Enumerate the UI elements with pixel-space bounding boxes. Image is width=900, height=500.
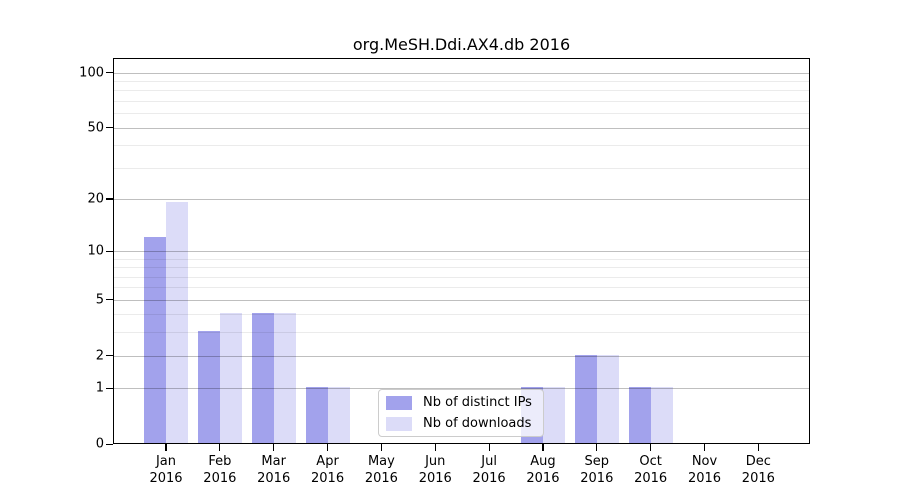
x-tick-label: Jun 2016	[418, 453, 452, 487]
x-tick-mark	[596, 444, 598, 451]
minor-gridline	[114, 113, 809, 115]
bar	[650, 387, 673, 443]
x-tick-mark	[488, 444, 490, 451]
x-tick-label: Nov 2016	[687, 453, 722, 487]
x-tick-label: Sep 2016	[580, 453, 614, 487]
major-gridline	[114, 299, 809, 301]
y-tick-label: 2	[95, 348, 104, 364]
y-tick-label: 20	[87, 191, 104, 207]
legend-swatch-downloads-icon	[386, 416, 412, 431]
bar	[305, 387, 328, 443]
x-tick-mark	[650, 444, 652, 451]
bar	[628, 387, 651, 443]
y-tick-mark	[106, 250, 113, 252]
major-gridline	[114, 198, 809, 200]
bar	[542, 387, 565, 443]
y-tick-label: 10	[87, 243, 104, 259]
minor-gridline	[114, 276, 809, 278]
bar	[144, 236, 166, 443]
legend-label-distinct-ips: Nb of distinct IPs	[423, 395, 532, 410]
x-tick-mark	[434, 444, 436, 451]
minor-gridline	[114, 314, 809, 316]
x-tick-label: Apr 2016	[311, 453, 345, 487]
y-tick-mark	[106, 198, 113, 200]
minor-gridline	[114, 100, 809, 102]
plot-area: Nb of distinct IPs Nb of downloads	[113, 58, 810, 444]
minor-gridline	[114, 267, 809, 269]
x-tick-label: Oct 2016	[634, 453, 668, 487]
x-tick-label: Jan 2016	[149, 453, 183, 487]
minor-gridline	[114, 145, 809, 147]
y-tick-mark	[106, 387, 113, 389]
legend-swatch-distinct-ips-icon	[386, 395, 412, 410]
y-tick-mark	[106, 72, 113, 74]
bar	[219, 313, 242, 443]
y-tick-mark	[106, 299, 113, 301]
x-tick-mark	[219, 444, 221, 451]
bar	[596, 354, 619, 443]
bar	[197, 331, 220, 443]
bar	[273, 313, 296, 443]
y-tick-label: 0	[95, 436, 104, 452]
minor-gridline	[114, 287, 809, 289]
x-tick-label: Jul 2016	[472, 453, 506, 487]
x-tick-mark	[165, 444, 167, 451]
major-gridline	[114, 251, 809, 252]
y-tick-mark	[106, 443, 113, 445]
x-tick-mark	[326, 444, 329, 451]
major-gridline	[114, 72, 809, 74]
y-tick-label: 1	[95, 380, 104, 396]
y-tick-label: 5	[95, 292, 104, 308]
legend-item-downloads: Nb of downloads	[386, 416, 535, 431]
bar	[574, 354, 597, 443]
legend-item-distinct-ips: Nb of distinct IPs	[386, 395, 535, 410]
x-tick-mark	[703, 444, 706, 451]
y-tick-label: 50	[87, 120, 104, 136]
legend: Nb of distinct IPs Nb of downloads	[378, 389, 544, 437]
x-tick-label: Aug 2016	[526, 453, 560, 487]
x-tick-mark	[380, 444, 382, 451]
x-tick-mark	[542, 444, 544, 451]
minor-gridline	[114, 258, 809, 260]
y-tick-mark	[106, 127, 113, 129]
bar	[327, 387, 350, 443]
bar	[166, 201, 188, 443]
legend-label-downloads: Nb of downloads	[423, 416, 532, 431]
x-tick-label: Mar 2016	[257, 453, 291, 487]
y-tick-mark	[106, 355, 113, 357]
x-tick-mark	[273, 444, 275, 451]
x-tick-label: Dec 2016	[741, 453, 775, 487]
major-gridline	[114, 127, 809, 129]
chart-title: org.MeSH.Ddi.AX4.db 2016	[352, 35, 571, 54]
y-tick-label: 100	[79, 65, 104, 81]
x-tick-label: Feb 2016	[203, 453, 237, 487]
bar	[251, 313, 274, 443]
x-tick-mark	[757, 444, 759, 451]
minor-gridline	[114, 80, 809, 82]
x-tick-label: May 2016	[364, 453, 398, 487]
minor-gridline	[114, 90, 809, 92]
minor-gridline	[114, 167, 809, 169]
